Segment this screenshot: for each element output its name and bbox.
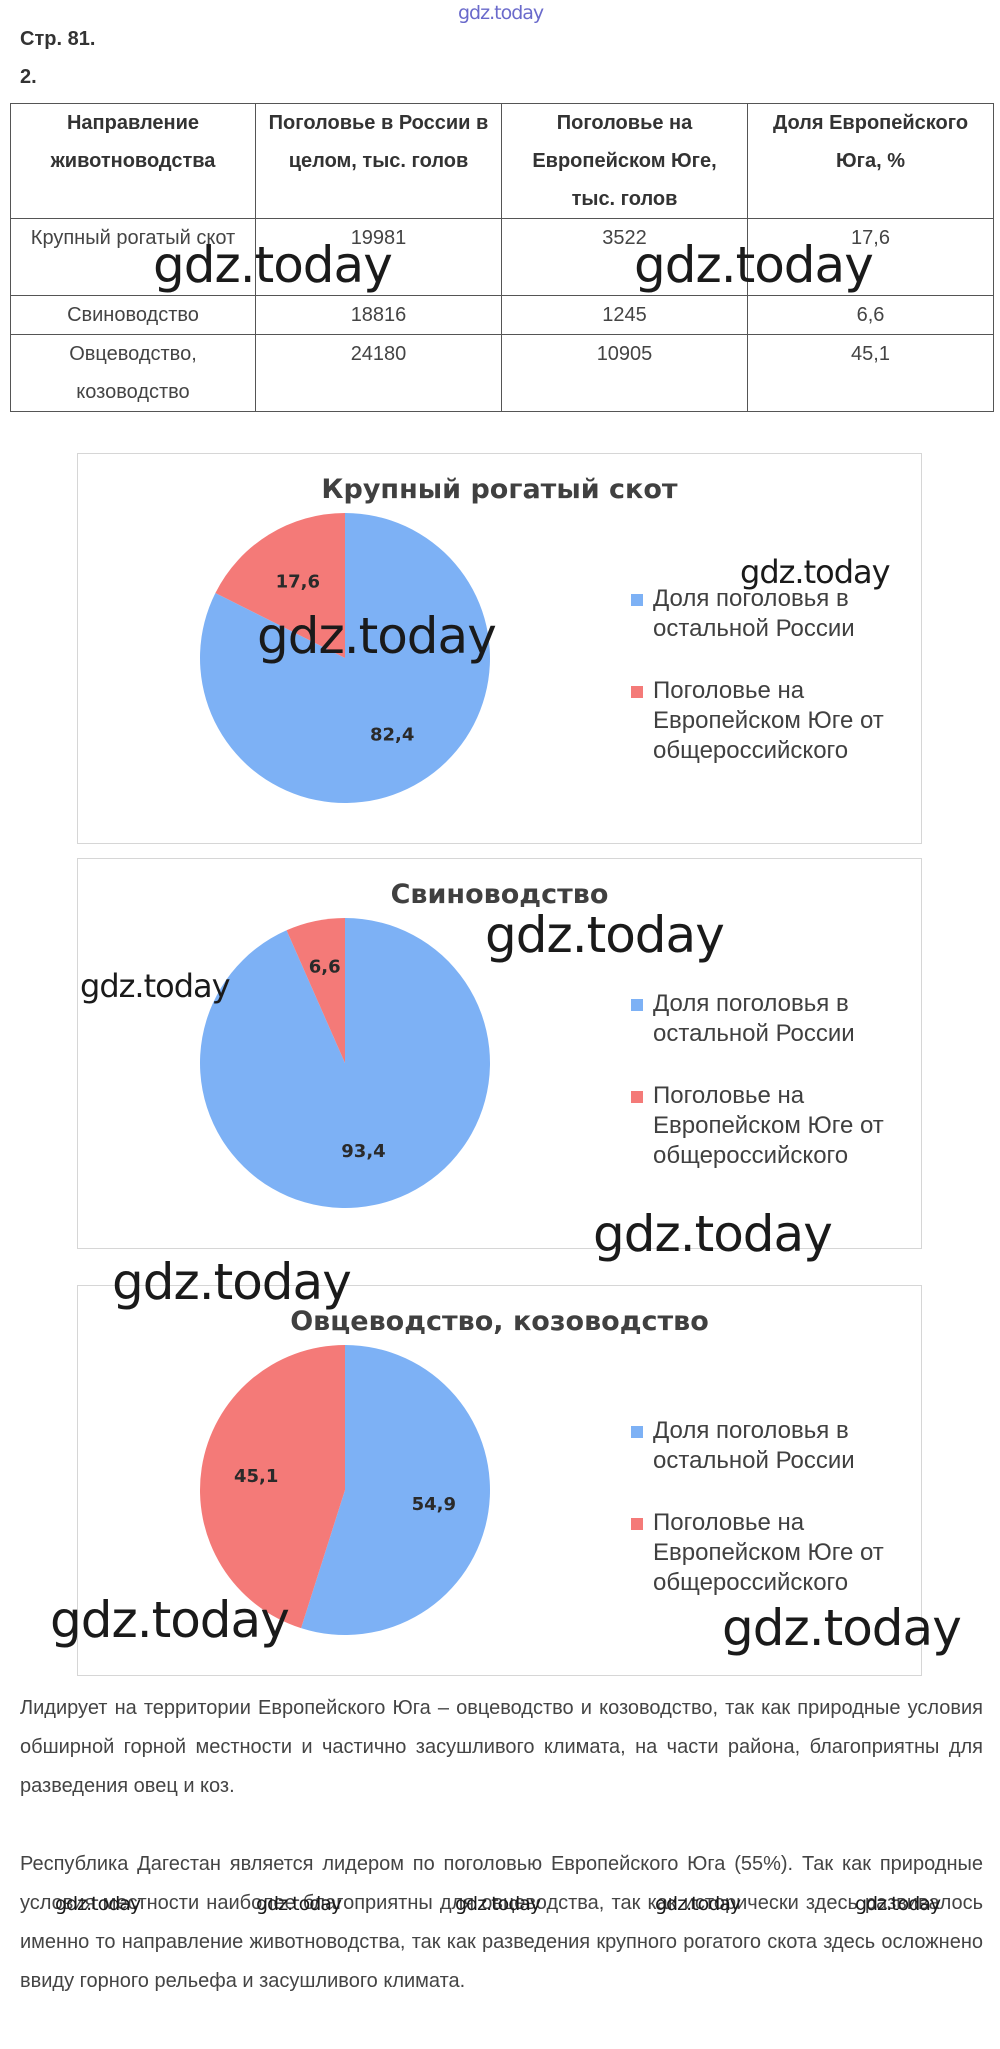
- legend-label: Доля поголовья в остальной России: [653, 585, 855, 642]
- table-header: Направление животноводства: [10, 103, 256, 219]
- legend-swatch: [631, 999, 643, 1011]
- legend-swatch: [631, 1091, 643, 1103]
- table-cell: 45,1: [747, 334, 994, 412]
- legend-item-south: Поголовье на Европейском Юге от общеросс…: [631, 1508, 921, 1598]
- legend-swatch: [631, 686, 643, 698]
- chart-pigs: Свиноводство 93,4 6,6 Доля поголовья в ос…: [77, 858, 922, 1249]
- page-number: Стр. 81.: [20, 28, 96, 50]
- table-cell: 19981: [255, 218, 502, 296]
- legend-item-south: Поголовье на Европейском Юге от общеросс…: [631, 676, 921, 766]
- pie-slice-rest: [199, 918, 490, 1208]
- table-cell: 1245: [501, 295, 748, 335]
- pie-slice-rest: [301, 1345, 490, 1635]
- table-cell: Овцеводство, козоводство: [10, 334, 256, 412]
- pie-slice-south: [286, 918, 345, 1063]
- table-cell: 3522: [501, 218, 748, 296]
- legend-label: Доля поголовья в остальной России: [653, 1417, 855, 1474]
- pie-slice-south: [199, 1345, 345, 1629]
- legend-label: Поголовье на Европейском Юге от общеросс…: [653, 1509, 884, 1596]
- legend-item-rest: Доля поголовья в остальной России: [631, 584, 921, 644]
- legend-swatch: [631, 1518, 643, 1530]
- legend-item-rest: Доля поголовья в остальной России: [631, 1416, 921, 1476]
- legend-swatch: [631, 1426, 643, 1438]
- pie-data-label: 82,4: [370, 725, 414, 746]
- chart-title: Свиноводство: [390, 879, 609, 910]
- table-cell: 18816: [255, 295, 502, 335]
- chart-title: Овцеводство, козоводство: [290, 1306, 709, 1337]
- table-cell: 17,6: [747, 218, 994, 296]
- chart-sheep-goats: Овцеводство, козоводство 54,9 45,1 Доля п…: [77, 1285, 922, 1676]
- legend-label: Доля поголовья в остальной России: [653, 990, 855, 1047]
- table-header-row: Направление животноводства Поголовье в Р…: [10, 103, 994, 219]
- legend-swatch: [631, 594, 643, 606]
- pie-slice-rest: [199, 513, 490, 803]
- table-row: Свиноводство 18816 1245 6,6: [10, 295, 994, 335]
- chart-legend: Доля поголовья в остальной России Поголо…: [631, 989, 921, 1171]
- table-cell: Крупный рогатый скот: [10, 218, 256, 296]
- pie-data-label: 17,6: [276, 571, 320, 592]
- pie-data-label: 6,6: [309, 957, 341, 978]
- table-header: Доля Европейского Юга, %: [747, 103, 994, 219]
- table-row: Крупный рогатый скот 19981 3522 17,6: [10, 218, 994, 296]
- task-number: 2.: [20, 66, 37, 88]
- table-cell: 6,6: [747, 295, 994, 335]
- table-row: Овцеводство, козоводство 24180 10905 45,…: [10, 334, 994, 412]
- chart-legend: Доля поголовья в остальной России Поголо…: [631, 584, 921, 766]
- pie-chart: 93,4 6,6: [199, 918, 490, 1208]
- pie-data-label: 93,4: [341, 1141, 385, 1162]
- pie-slice-south: [215, 513, 345, 658]
- livestock-table: Направление животноводства Поголовье в Р…: [10, 103, 994, 412]
- chart-legend: Доля поголовья в остальной России Поголо…: [631, 1416, 921, 1598]
- table-header: Поголовье на Европейском Юге, тыс. голов: [501, 103, 748, 219]
- watermark-top: gdz.today: [458, 2, 544, 24]
- pie-chart: 82,4 17,6: [199, 513, 490, 803]
- legend-label: Поголовье на Европейском Юге от общеросс…: [653, 677, 884, 764]
- legend-item-south: Поголовье на Европейском Юге от общеросс…: [631, 1081, 921, 1171]
- pie-chart: 54,9 45,1: [199, 1345, 490, 1635]
- legend-label: Поголовье на Европейском Юге от общеросс…: [653, 1082, 884, 1169]
- chart-title: Крупный рогатый скот: [321, 474, 678, 505]
- pie-data-label: 54,9: [412, 1494, 456, 1515]
- paragraph-1: Лидирует на территории Европейского Юга …: [20, 1697, 983, 1797]
- table-cell: Свиноводство: [10, 295, 256, 335]
- table-header: Поголовье в России в целом, тыс. голов: [255, 103, 502, 219]
- table-cell: 24180: [255, 334, 502, 412]
- paragraph-2: Республика Дагестан является лидером по …: [20, 1853, 983, 1992]
- legend-item-rest: Доля поголовья в остальной России: [631, 989, 921, 1049]
- table-cell: 10905: [501, 334, 748, 412]
- chart-cattle: Крупный рогатый скот 82,4 17,6 Доля погол…: [77, 453, 922, 844]
- pie-data-label: 45,1: [234, 1466, 278, 1487]
